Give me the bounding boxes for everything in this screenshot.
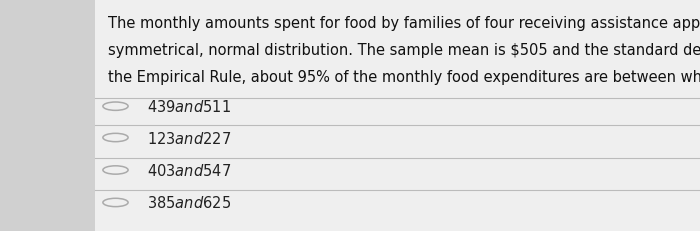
Bar xyxy=(94,0,700,231)
Text: $123 and $227: $123 and $227 xyxy=(147,130,231,146)
Text: $385 and $625: $385 and $625 xyxy=(147,195,231,210)
Text: $403 and $547: $403 and $547 xyxy=(147,162,231,178)
Text: symmetrical, normal distribution. The sample mean is $505 and the standard devia: symmetrical, normal distribution. The sa… xyxy=(108,43,700,58)
Text: $439 and $511: $439 and $511 xyxy=(147,99,231,115)
Text: the Empirical Rule, about 95% of the monthly food expenditures are between what : the Empirical Rule, about 95% of the mon… xyxy=(108,69,700,84)
Text: The monthly amounts spent for food by families of four receiving assistance appr: The monthly amounts spent for food by fa… xyxy=(108,16,700,31)
